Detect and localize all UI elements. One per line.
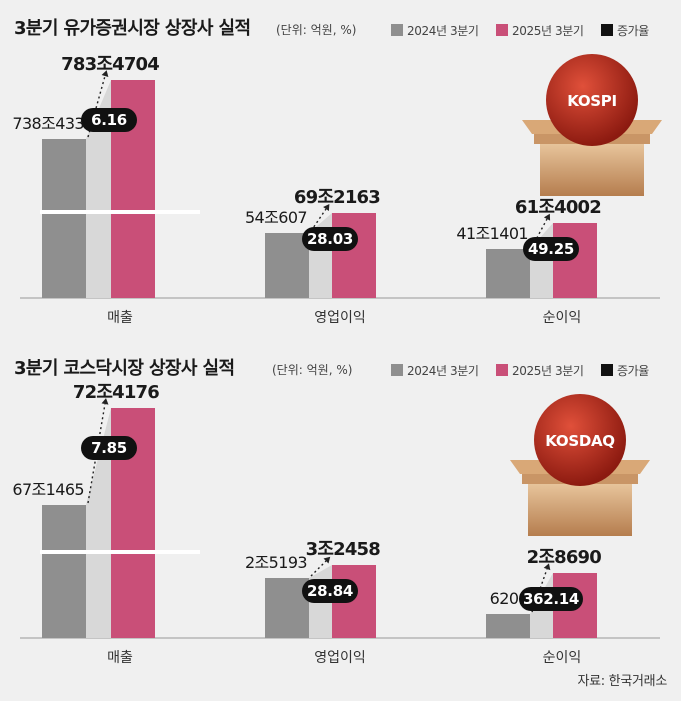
- kospi-badge: KOSPI: [522, 54, 662, 196]
- legend-label-2025: 2025년 3분기: [512, 364, 584, 378]
- growth-pill: [81, 436, 137, 460]
- value-label-2024: 2조5193: [245, 553, 307, 572]
- bar-break: [40, 210, 157, 214]
- bar-2024: [42, 505, 86, 638]
- bar-2024: [486, 614, 530, 638]
- chart-title: 3분기 유가증권시장 상장사 실적: [14, 18, 250, 39]
- growth-arrowhead: [543, 213, 551, 221]
- chart-title: 3분기 코스닥시장 상장사 실적: [14, 358, 234, 379]
- legend-label-2024: 2024년 3분기: [407, 24, 479, 38]
- value-label-2025: 72조4176: [73, 382, 159, 403]
- badge-label: KOSDAQ: [545, 432, 615, 450]
- value-label-2024: 6208: [490, 589, 529, 608]
- bar-2024: [265, 233, 309, 298]
- kospi-chart: 3분기 유가증권시장 상장사 실적 (단위: 억원, %) 2024년 3분기 202…: [12, 18, 662, 326]
- legend-label-growth: 증가율: [617, 24, 649, 38]
- growth-pill: [523, 237, 579, 261]
- value-label-2025: 61조4002: [515, 197, 601, 218]
- value-label-2025: 69조2163: [294, 187, 380, 208]
- growth-arrow: [310, 560, 327, 577]
- legend-swatch-2024: [391, 364, 403, 376]
- value-label-2025: 3조2458: [306, 539, 381, 560]
- growth-arrowhead: [101, 70, 109, 77]
- chart-unit: (단위: 억원, %): [276, 23, 356, 37]
- growth-band: [86, 408, 111, 638]
- value-label-2024: 738조433: [12, 114, 84, 133]
- legend-label-2025: 2025년 3분기: [512, 24, 584, 38]
- kospi-panel: 3분기 유가증권시장 상장사 실적 (단위: 억원, %) 2024년 3분기 202…: [0, 0, 681, 340]
- legend-swatch-growth: [601, 364, 613, 376]
- kosdaq-badge: KOSDAQ: [510, 394, 650, 536]
- growth-arrowhead: [323, 556, 331, 564]
- growth-rate-label: 28.03: [307, 230, 353, 248]
- ball: [534, 394, 626, 486]
- category-label: 순이익: [543, 310, 582, 326]
- growth-pill: [81, 108, 137, 132]
- category-label: 영업이익: [314, 650, 366, 666]
- growth-pill: [519, 587, 583, 611]
- growth-pill: [302, 227, 358, 251]
- kosdaq-panel: 3분기 코스닥시장 상장사 실적 (단위: 억원, %) 2024년 3분기 2025…: [0, 340, 681, 680]
- value-label-2025: 783조4704: [61, 54, 159, 75]
- growth-band: [309, 213, 332, 298]
- value-label-2024: 41조1401: [456, 224, 528, 243]
- value-label-2025: 2조8690: [527, 547, 602, 568]
- kosdaq-chart: 3분기 코스닥시장 상장사 실적 (단위: 억원, %) 2024년 3분기 2025…: [12, 358, 660, 666]
- legend-label-2024: 2024년 3분기: [407, 364, 479, 378]
- growth-rate-label: 362.14: [523, 590, 579, 608]
- legend-swatch-2025: [496, 364, 508, 376]
- legend: 2024년 3분기 2025년 3분기 증가율: [391, 364, 650, 378]
- growth-rate-label: 7.85: [91, 439, 127, 457]
- bar-2025: [332, 213, 376, 298]
- value-label-2024: 54조607: [245, 208, 307, 227]
- bar-2024: [486, 249, 530, 298]
- growth-rate-label: 28.84: [307, 582, 353, 600]
- growth-band: [86, 80, 111, 298]
- growth-rate-label: 49.25: [528, 240, 574, 258]
- value-label-2024: 67조1465: [12, 480, 84, 499]
- legend-swatch-2025: [496, 24, 508, 36]
- growth-rate-label: 6.16: [91, 111, 127, 129]
- category-label: 매출: [107, 310, 133, 326]
- growth-pill: [302, 579, 358, 603]
- legend: 2024년 3분기 2025년 3분기 증가율: [391, 24, 650, 38]
- podium-body: [528, 484, 632, 536]
- growth-arrowhead: [101, 398, 109, 405]
- bar-break: [40, 550, 157, 554]
- legend-swatch-2024: [391, 24, 403, 36]
- source-note: 자료: 한국거래소: [577, 674, 667, 689]
- growth-arrowhead: [543, 563, 551, 571]
- ball: [546, 54, 638, 146]
- category-label: 영업이익: [314, 310, 366, 326]
- legend-label-growth: 증가율: [617, 364, 649, 378]
- badge-label: KOSPI: [567, 92, 617, 110]
- category-label: 매출: [107, 650, 133, 666]
- bar-2024: [42, 139, 86, 298]
- podium-body: [540, 144, 644, 196]
- legend-swatch-growth: [601, 24, 613, 36]
- growth-arrowhead: [323, 204, 330, 211]
- chart-unit: (단위: 억원, %): [272, 363, 352, 377]
- category-label: 순이익: [543, 650, 582, 666]
- bar-2024: [265, 578, 309, 638]
